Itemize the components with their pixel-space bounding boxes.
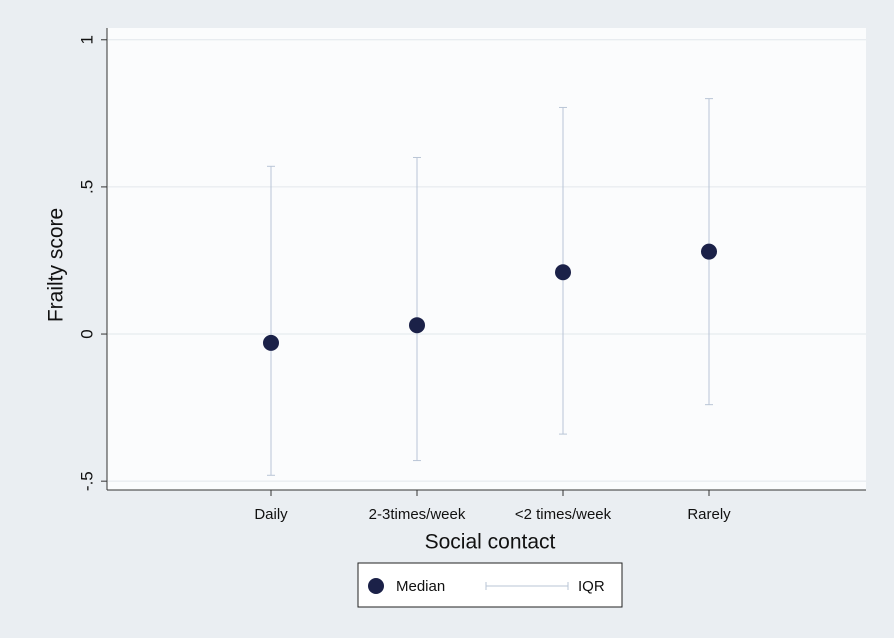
y-tick-label: .5: [77, 180, 96, 194]
x-tick-label: Rarely: [687, 506, 731, 523]
y-axis-label: Frailty score: [45, 208, 68, 322]
x-tick-label: <2 times/week: [515, 506, 612, 523]
median-dot: [409, 317, 425, 334]
plot-area: [107, 28, 866, 490]
median-dot: [701, 243, 717, 260]
median-dot: [555, 264, 571, 281]
y-tick-label: 0: [77, 329, 96, 338]
x-axis-label: Social contact: [425, 531, 556, 554]
x-tick-label: Daily: [254, 506, 288, 523]
legend-box: [357, 562, 623, 608]
y-tick-label: -.5: [77, 471, 96, 491]
legend-marker: [368, 578, 384, 594]
legend-label: Median: [396, 578, 445, 595]
x-tick-label: 2-3times/week: [369, 506, 466, 523]
legend-label: IQR: [578, 578, 605, 595]
y-tick-label: 1: [77, 35, 96, 44]
median-dot: [263, 334, 279, 351]
